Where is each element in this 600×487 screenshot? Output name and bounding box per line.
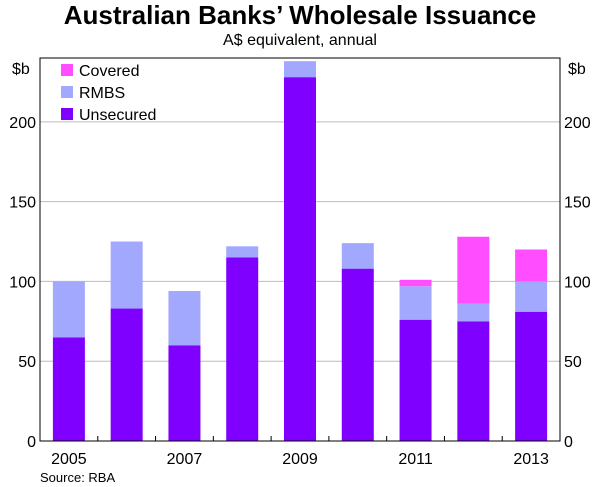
plot-frame [39,57,561,442]
legend-swatch-rmbs [61,86,73,98]
bar-unsecured-2013 [515,311,548,441]
y-tick-label-left: 0 [27,434,36,451]
y-tick-label-right: 200 [564,115,591,132]
bar-rmbs-2005 [52,281,85,338]
chart-source: Source: RBA [40,470,116,485]
bar-unsecured-2012 [457,321,490,441]
bar-unsecured-2006 [110,308,143,441]
y-axis-unit-left: $b [12,61,30,78]
bar-unsecured-2010 [341,268,374,441]
bar-rmbs-2006 [110,241,143,309]
x-tick-label: 2007 [167,451,203,468]
bar-unsecured-2007 [168,345,201,441]
bar-unsecured-2008 [226,257,259,441]
x-tick-label: 2013 [513,451,549,468]
bar-unsecured-2009 [284,77,316,442]
legend-swatch-unsecured [61,108,73,120]
legend-swatch-covered [61,64,73,76]
bar-rmbs-2011 [399,286,432,320]
bar-covered-2013 [515,249,548,282]
y-tick-label-right: 50 [564,354,582,371]
x-tick-label: 2005 [51,451,87,468]
legend-label-rmbs: RMBS [79,85,125,102]
bar-unsecured-2011 [399,319,432,441]
x-tick-label: 2011 [398,451,433,468]
chart-subtitle: A$ equivalent, annual [223,32,377,49]
bar-covered-2011 [399,279,432,287]
bar-covered-2012 [457,236,490,304]
y-tick-label-left: 150 [9,195,36,212]
bar-rmbs-2008 [226,246,259,258]
y-tick-label-left: 100 [9,274,36,291]
y-axis-unit-right: $b [568,61,586,78]
y-tick-label-left: 50 [18,354,36,371]
bar-rmbs-2009 [284,61,316,78]
chart-title: Australian Banks’ Wholesale Issuance [63,0,537,30]
bar-rmbs-2013 [515,281,548,312]
bar-unsecured-2005 [52,337,85,441]
legend-label-unsecured: Unsecured [79,107,156,124]
y-tick-label-right: 100 [564,274,591,291]
y-tick-label-right: 0 [564,434,573,451]
bar-rmbs-2007 [168,290,201,346]
y-tick-label-left: 200 [9,115,36,132]
bar-rmbs-2010 [341,243,374,269]
bar-rmbs-2012 [457,303,490,322]
x-tick-label: 2009 [282,451,318,468]
y-tick-label-right: 150 [564,195,591,212]
legend-label-covered: Covered [79,63,139,80]
